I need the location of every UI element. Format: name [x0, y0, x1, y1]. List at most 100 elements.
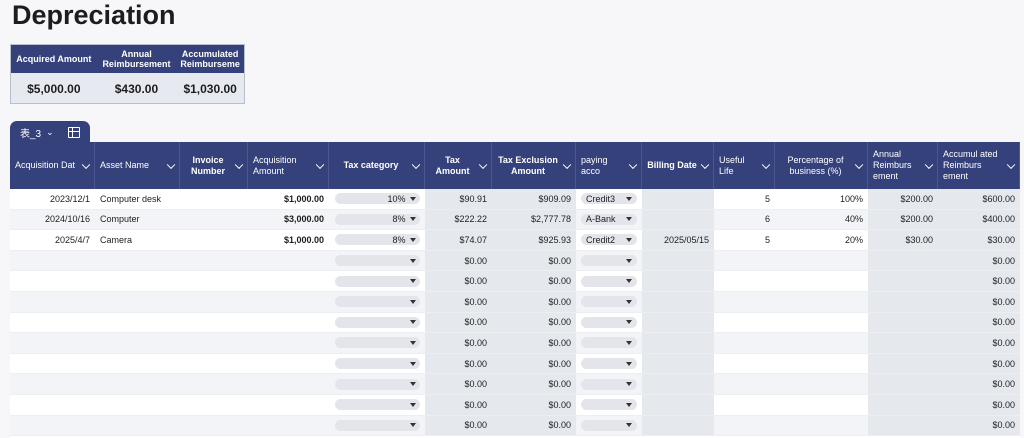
cell-percentage-business[interactable] — [775, 395, 868, 415]
cell-paying-account[interactable] — [576, 313, 642, 333]
cell-asset-name[interactable] — [95, 313, 180, 333]
cell-invoice-number[interactable] — [180, 292, 248, 312]
cell-billing-date[interactable] — [642, 312, 714, 333]
cell-tax-category[interactable] — [329, 251, 425, 271]
cell-accumulated-reimbursement[interactable]: $0.00 — [938, 291, 1020, 312]
cell-tax-amount[interactable]: $0.00 — [425, 271, 492, 291]
chevron-down-icon[interactable] — [562, 160, 572, 169]
cell-paying-account[interactable] — [576, 251, 642, 271]
dropdown-arrow-icon[interactable] — [409, 217, 416, 222]
cell-billing-date[interactable] — [642, 374, 714, 394]
col-header-paying-account[interactable]: paying acco — [576, 142, 642, 189]
cell-annual-reimbursement[interactable] — [868, 353, 938, 374]
cell-acquisition-amount[interactable] — [248, 251, 329, 271]
cell-acquisition-date[interactable] — [10, 354, 95, 374]
chevron-down-icon[interactable] — [234, 160, 244, 169]
cell-tax-category[interactable]: 8% — [329, 210, 425, 230]
dropdown-arrow-icon[interactable] — [409, 320, 416, 325]
chevron-down-icon[interactable] — [924, 160, 934, 169]
cell-invoice-number[interactable] — [180, 313, 248, 333]
paying-account-dropdown[interactable]: Credit2 — [581, 234, 637, 246]
chevron-down-icon[interactable] — [628, 160, 638, 169]
cell-asset-name[interactable] — [95, 354, 180, 374]
cell-tax-amount[interactable]: $0.00 — [425, 415, 492, 436]
cell-percentage-business[interactable] — [775, 271, 868, 291]
cell-acquisition-date[interactable] — [10, 251, 95, 271]
cell-useful-life[interactable]: 5 — [764, 193, 770, 204]
cell-billing-date[interactable] — [642, 291, 714, 312]
cell-tax-exclusion-amount[interactable]: $0.00 — [492, 271, 576, 291]
cell-paying-account[interactable]: Credit3 — [576, 189, 642, 209]
cell-tax-exclusion-amount[interactable]: $0.00 — [492, 333, 576, 353]
dropdown-arrow-icon[interactable] — [626, 340, 632, 345]
cell-acquisition-date[interactable] — [10, 292, 95, 312]
cell-invoice-number[interactable] — [180, 210, 248, 230]
chevron-down-icon[interactable]: ⌄ — [46, 126, 54, 137]
cell-tax-amount[interactable]: $0.00 — [425, 333, 492, 353]
cell-useful-life[interactable] — [714, 354, 775, 374]
cell-tax-amount[interactable]: $0.00 — [425, 291, 492, 312]
cell-acquisition-amount[interactable] — [248, 354, 329, 374]
col-header-accumulated-reimbursement[interactable]: Accumul ated Reimburs ement — [938, 142, 1020, 189]
cell-tax-exclusion-amount[interactable]: $0.00 — [492, 312, 576, 333]
summary-value-annual[interactable]: $430.00 — [114, 81, 159, 96]
cell-asset-name[interactable] — [95, 395, 180, 415]
cell-paying-account[interactable] — [576, 395, 642, 415]
cell-percentage-business[interactable] — [775, 374, 868, 394]
cell-tax-exclusion-amount[interactable]: $0.00 — [492, 394, 576, 415]
cell-useful-life[interactable] — [714, 395, 775, 415]
cell-acquisition-amount[interactable]: $1,000.00 — [283, 193, 324, 204]
cell-paying-account[interactable] — [576, 271, 642, 291]
cell-useful-life[interactable]: 6 — [764, 214, 770, 225]
paying-account-dropdown[interactable] — [581, 378, 637, 390]
cell-useful-life[interactable]: 5 — [764, 234, 770, 245]
cell-acquisition-amount[interactable] — [248, 292, 329, 312]
chevron-down-icon[interactable] — [854, 160, 864, 169]
cell-annual-reimbursement[interactable]: $200.00 — [868, 209, 938, 230]
chevron-down-icon[interactable] — [1006, 160, 1016, 169]
cell-annual-reimbursement[interactable]: $30.00 — [868, 230, 938, 250]
cell-invoice-number[interactable] — [180, 230, 248, 250]
cell-useful-life[interactable] — [714, 271, 775, 291]
cell-acquisition-amount[interactable] — [248, 416, 329, 436]
cell-accumulated-reimbursement[interactable]: $0.00 — [938, 333, 1020, 353]
paying-account-dropdown[interactable] — [581, 255, 637, 267]
cell-asset-name[interactable] — [95, 416, 180, 436]
cell-accumulated-reimbursement[interactable]: $0.00 — [938, 312, 1020, 333]
table-icon[interactable] — [67, 126, 80, 138]
cell-acquisition-amount[interactable]: $1,000.00 — [283, 234, 324, 245]
cell-tax-amount[interactable]: $222.22 — [425, 209, 492, 230]
cell-tax-category[interactable] — [329, 333, 425, 353]
cell-useful-life[interactable] — [714, 292, 775, 312]
cell-paying-account[interactable] — [576, 416, 642, 436]
chevron-down-icon[interactable] — [761, 160, 771, 169]
dropdown-arrow-icon[interactable] — [626, 217, 632, 222]
cell-useful-life[interactable] — [714, 333, 775, 353]
dropdown-arrow-icon[interactable] — [409, 340, 416, 345]
cell-accumulated-reimbursement[interactable]: $0.00 — [938, 394, 1020, 415]
cell-asset-name[interactable]: Computer desk — [100, 193, 162, 204]
cell-acquisition-amount[interactable]: $3,000.00 — [283, 214, 324, 225]
dropdown-arrow-icon[interactable] — [626, 423, 632, 428]
cell-percentage-business[interactable] — [775, 333, 868, 353]
cell-acquisition-date[interactable] — [10, 271, 95, 291]
cell-useful-life[interactable] — [714, 416, 775, 436]
summary-value-acquired[interactable]: $5,000.00 — [27, 81, 81, 96]
dropdown-arrow-icon[interactable] — [409, 382, 416, 387]
chevron-down-icon[interactable] — [700, 160, 710, 169]
cell-tax-amount[interactable]: $0.00 — [425, 250, 492, 271]
col-header-billing-date[interactable]: Billing Date — [642, 142, 714, 189]
summary-value-accumulated[interactable]: $1,030.00 — [183, 81, 237, 96]
dropdown-arrow-icon[interactable] — [409, 299, 416, 304]
cell-tax-exclusion-amount[interactable]: $2,777.78 — [492, 209, 576, 230]
cell-tax-exclusion-amount[interactable]: $925.93 — [492, 230, 576, 250]
cell-billing-date[interactable] — [642, 209, 714, 230]
cell-acquisition-date[interactable] — [10, 416, 95, 436]
cell-paying-account[interactable] — [576, 333, 642, 353]
cell-tax-category[interactable]: 10% — [329, 189, 425, 209]
dropdown-arrow-icon[interactable] — [626, 402, 632, 407]
sheet-tab[interactable]: 表_3 ⌄ — [10, 121, 90, 143]
col-header-acquisition-date[interactable]: Acquisition Dat — [10, 142, 95, 189]
dropdown-arrow-icon[interactable] — [626, 320, 632, 325]
sheet-tab-name[interactable]: 表_3 — [20, 128, 42, 140]
